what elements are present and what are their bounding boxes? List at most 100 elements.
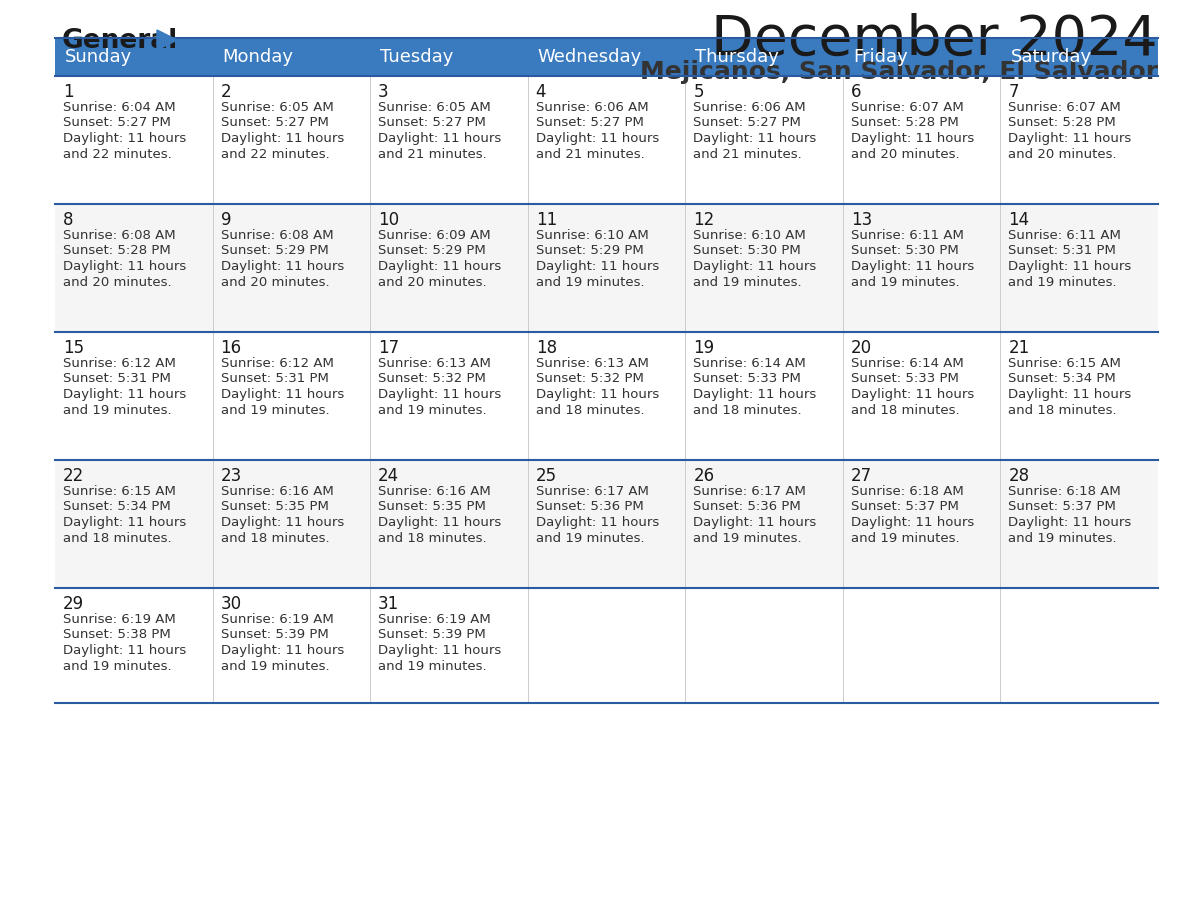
Text: Sunset: 5:29 PM: Sunset: 5:29 PM [536, 244, 644, 258]
Text: General: General [62, 28, 178, 54]
Text: Thursday: Thursday [695, 48, 779, 66]
Text: Sunset: 5:39 PM: Sunset: 5:39 PM [221, 629, 328, 642]
Text: 21: 21 [1009, 339, 1030, 357]
Text: Sunrise: 6:16 AM: Sunrise: 6:16 AM [378, 485, 491, 498]
Text: and 19 minutes.: and 19 minutes. [378, 404, 487, 417]
Text: Daylight: 11 hours: Daylight: 11 hours [221, 132, 343, 145]
Text: Wednesday: Wednesday [538, 48, 642, 66]
Text: 26: 26 [694, 467, 714, 485]
Text: 13: 13 [851, 211, 872, 229]
Text: 27: 27 [851, 467, 872, 485]
Text: 30: 30 [221, 595, 241, 613]
Text: and 18 minutes.: and 18 minutes. [1009, 404, 1117, 417]
Text: Sunrise: 6:12 AM: Sunrise: 6:12 AM [221, 357, 334, 370]
Text: 15: 15 [63, 339, 84, 357]
Text: Daylight: 11 hours: Daylight: 11 hours [536, 388, 659, 401]
Text: and 19 minutes.: and 19 minutes. [694, 532, 802, 544]
Text: Sunset: 5:30 PM: Sunset: 5:30 PM [851, 244, 959, 258]
Text: 9: 9 [221, 211, 232, 229]
Text: Daylight: 11 hours: Daylight: 11 hours [694, 388, 816, 401]
Bar [55, 460, 1158, 588]
Text: Friday: Friday [853, 48, 908, 66]
Text: Mejicanos, San Salvador, El Salvador: Mejicanos, San Salvador, El Salvador [640, 60, 1158, 84]
Text: Sunday: Sunday [65, 48, 132, 66]
Text: Sunrise: 6:11 AM: Sunrise: 6:11 AM [1009, 229, 1121, 242]
Bar [55, 204, 1158, 332]
Text: Sunset: 5:38 PM: Sunset: 5:38 PM [63, 629, 171, 642]
Text: Sunset: 5:37 PM: Sunset: 5:37 PM [851, 500, 959, 513]
Text: 17: 17 [378, 339, 399, 357]
Text: Sunset: 5:27 PM: Sunset: 5:27 PM [221, 117, 328, 129]
Text: Daylight: 11 hours: Daylight: 11 hours [378, 388, 501, 401]
Text: and 18 minutes.: and 18 minutes. [63, 532, 171, 544]
Text: and 18 minutes.: and 18 minutes. [378, 532, 487, 544]
Text: 24: 24 [378, 467, 399, 485]
Text: Sunrise: 6:05 AM: Sunrise: 6:05 AM [378, 101, 491, 114]
Text: Sunrise: 6:19 AM: Sunrise: 6:19 AM [378, 613, 491, 626]
Text: Sunrise: 6:05 AM: Sunrise: 6:05 AM [221, 101, 334, 114]
Text: Daylight: 11 hours: Daylight: 11 hours [851, 132, 974, 145]
Text: and 19 minutes.: and 19 minutes. [536, 275, 644, 288]
Text: Sunset: 5:30 PM: Sunset: 5:30 PM [694, 244, 801, 258]
Text: 3: 3 [378, 83, 388, 101]
Bar [55, 38, 1158, 76]
Text: Sunrise: 6:19 AM: Sunrise: 6:19 AM [221, 613, 334, 626]
Text: Daylight: 11 hours: Daylight: 11 hours [536, 132, 659, 145]
Text: Sunset: 5:31 PM: Sunset: 5:31 PM [1009, 244, 1117, 258]
Text: Sunset: 5:35 PM: Sunset: 5:35 PM [221, 500, 328, 513]
Text: Sunset: 5:27 PM: Sunset: 5:27 PM [63, 117, 171, 129]
Text: Daylight: 11 hours: Daylight: 11 hours [378, 644, 501, 657]
Text: Sunrise: 6:12 AM: Sunrise: 6:12 AM [63, 357, 176, 370]
Text: Sunrise: 6:07 AM: Sunrise: 6:07 AM [1009, 101, 1121, 114]
Text: Sunrise: 6:18 AM: Sunrise: 6:18 AM [851, 485, 963, 498]
Text: and 20 minutes.: and 20 minutes. [851, 148, 960, 161]
Text: 14: 14 [1009, 211, 1030, 229]
Text: Daylight: 11 hours: Daylight: 11 hours [63, 516, 187, 529]
Text: 19: 19 [694, 339, 714, 357]
Text: Daylight: 11 hours: Daylight: 11 hours [63, 388, 187, 401]
Text: Saturday: Saturday [1011, 48, 1092, 66]
Text: 18: 18 [536, 339, 557, 357]
Text: Sunset: 5:31 PM: Sunset: 5:31 PM [63, 373, 171, 386]
Text: Daylight: 11 hours: Daylight: 11 hours [1009, 388, 1132, 401]
Text: and 19 minutes.: and 19 minutes. [63, 659, 171, 673]
Text: and 18 minutes.: and 18 minutes. [694, 404, 802, 417]
Text: Sunrise: 6:16 AM: Sunrise: 6:16 AM [221, 485, 334, 498]
Text: Sunset: 5:34 PM: Sunset: 5:34 PM [63, 500, 171, 513]
Text: Daylight: 11 hours: Daylight: 11 hours [63, 260, 187, 273]
Text: December 2024: December 2024 [712, 13, 1158, 67]
Text: 11: 11 [536, 211, 557, 229]
Text: Sunrise: 6:06 AM: Sunrise: 6:06 AM [536, 101, 649, 114]
Text: Daylight: 11 hours: Daylight: 11 hours [221, 388, 343, 401]
Text: Sunset: 5:27 PM: Sunset: 5:27 PM [378, 117, 486, 129]
Text: Sunrise: 6:04 AM: Sunrise: 6:04 AM [63, 101, 176, 114]
Bar [55, 588, 1158, 703]
Text: 12: 12 [694, 211, 714, 229]
Text: Sunrise: 6:14 AM: Sunrise: 6:14 AM [851, 357, 963, 370]
Text: and 18 minutes.: and 18 minutes. [221, 532, 329, 544]
Text: Sunset: 5:27 PM: Sunset: 5:27 PM [694, 117, 801, 129]
Text: Sunrise: 6:19 AM: Sunrise: 6:19 AM [63, 613, 176, 626]
Text: and 19 minutes.: and 19 minutes. [851, 275, 960, 288]
Polygon shape [157, 30, 177, 50]
Text: Daylight: 11 hours: Daylight: 11 hours [378, 516, 501, 529]
Text: 20: 20 [851, 339, 872, 357]
Text: Sunset: 5:33 PM: Sunset: 5:33 PM [694, 373, 801, 386]
Text: and 21 minutes.: and 21 minutes. [694, 148, 802, 161]
Text: and 19 minutes.: and 19 minutes. [63, 404, 171, 417]
Text: Daylight: 11 hours: Daylight: 11 hours [221, 260, 343, 273]
Text: Sunrise: 6:10 AM: Sunrise: 6:10 AM [536, 229, 649, 242]
Text: Daylight: 11 hours: Daylight: 11 hours [694, 132, 816, 145]
Text: and 20 minutes.: and 20 minutes. [221, 275, 329, 288]
Text: 29: 29 [63, 595, 84, 613]
Text: Sunrise: 6:14 AM: Sunrise: 6:14 AM [694, 357, 805, 370]
Text: and 19 minutes.: and 19 minutes. [378, 659, 487, 673]
Bar [55, 76, 1158, 204]
Text: Sunset: 5:39 PM: Sunset: 5:39 PM [378, 629, 486, 642]
Text: Sunset: 5:29 PM: Sunset: 5:29 PM [221, 244, 328, 258]
Text: Daylight: 11 hours: Daylight: 11 hours [63, 132, 187, 145]
Text: Daylight: 11 hours: Daylight: 11 hours [694, 516, 816, 529]
Text: Daylight: 11 hours: Daylight: 11 hours [63, 644, 187, 657]
Text: Sunrise: 6:15 AM: Sunrise: 6:15 AM [1009, 357, 1121, 370]
Text: Monday: Monday [222, 48, 293, 66]
